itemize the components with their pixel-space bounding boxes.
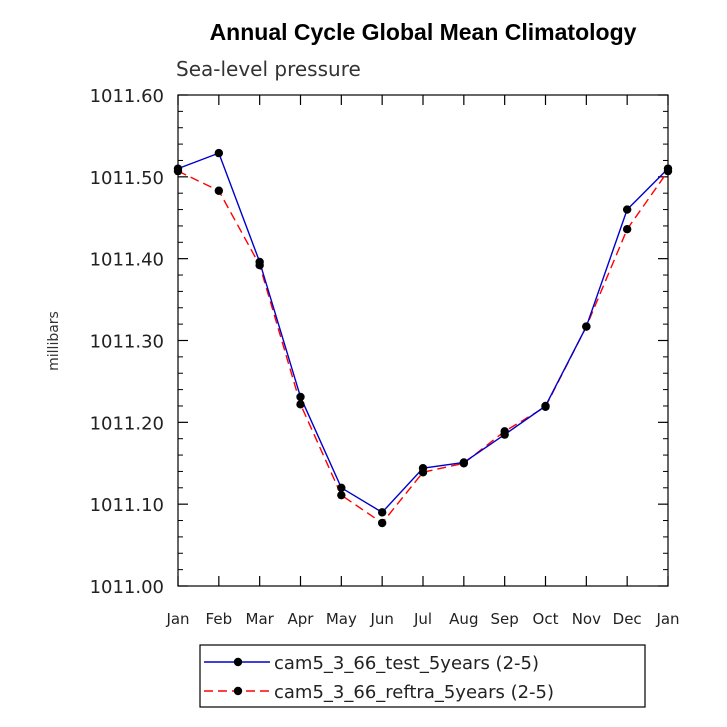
series-2-point <box>296 400 305 409</box>
series-1-point <box>296 392 305 402</box>
series-1-point <box>622 205 632 214</box>
x-tick-label: Jan <box>655 610 679 628</box>
x-tick-label: Apr <box>288 610 315 628</box>
x-tick-label: Oct <box>533 610 559 628</box>
series-2-point <box>377 518 387 528</box>
series-2-point <box>214 186 224 195</box>
x-tick-label: Aug <box>449 610 478 628</box>
series-1-point <box>214 148 224 158</box>
x-tick-label: Feb <box>206 610 233 628</box>
y-tick-label: 1011.50 <box>90 168 164 189</box>
y-axis-label: millibars <box>46 311 62 371</box>
y-tick-label: 1011.10 <box>90 495 164 516</box>
chart-title: Annual Cycle Global Mean Climatology <box>210 19 637 45</box>
x-tick-label: Dec <box>613 610 642 628</box>
legend-marker-2 <box>233 686 243 696</box>
x-tick-label: Jan <box>165 610 189 628</box>
series-1-point <box>459 458 469 467</box>
y-tick-label: 1011.20 <box>90 413 164 434</box>
x-tick-label: Mar <box>246 610 275 628</box>
y-tick-label: 1011.00 <box>90 577 164 598</box>
series-1-point <box>541 401 550 411</box>
y-tick-label: 1011.60 <box>90 86 164 107</box>
legend-label-1: cam5_3_66_test_5years (2-5) <box>274 653 539 674</box>
series-line-1 <box>177 152 669 514</box>
x-tick-label: May <box>326 610 357 628</box>
legend-marker-1 <box>233 657 243 667</box>
y-tick-label: 1011.30 <box>90 332 164 353</box>
series-1-point <box>582 322 591 331</box>
series-1-point <box>255 257 264 267</box>
x-tick-label: Jun <box>369 610 393 628</box>
legend-box <box>199 644 646 708</box>
legend: cam5_3_66_test_5years (2-5) cam5_3_66_ref… <box>199 644 646 708</box>
x-tick-label: Nov <box>572 610 601 628</box>
series-1-point <box>377 508 387 517</box>
x-tick-label: Sep <box>491 610 519 628</box>
y-tick-label: 1011.40 <box>90 250 164 271</box>
series-1-point <box>337 483 346 492</box>
series-2-point <box>337 490 346 500</box>
plot-frame <box>177 94 669 587</box>
chart-subtitle: Sea-level pressure <box>176 57 361 81</box>
x-tick-label: Jul <box>413 610 432 628</box>
legend-label-2: cam5_3_66_reftra_5years (2-5) <box>274 682 554 703</box>
series-1-point <box>418 463 428 473</box>
series-1-point <box>500 430 509 439</box>
series-2-point <box>622 225 632 234</box>
